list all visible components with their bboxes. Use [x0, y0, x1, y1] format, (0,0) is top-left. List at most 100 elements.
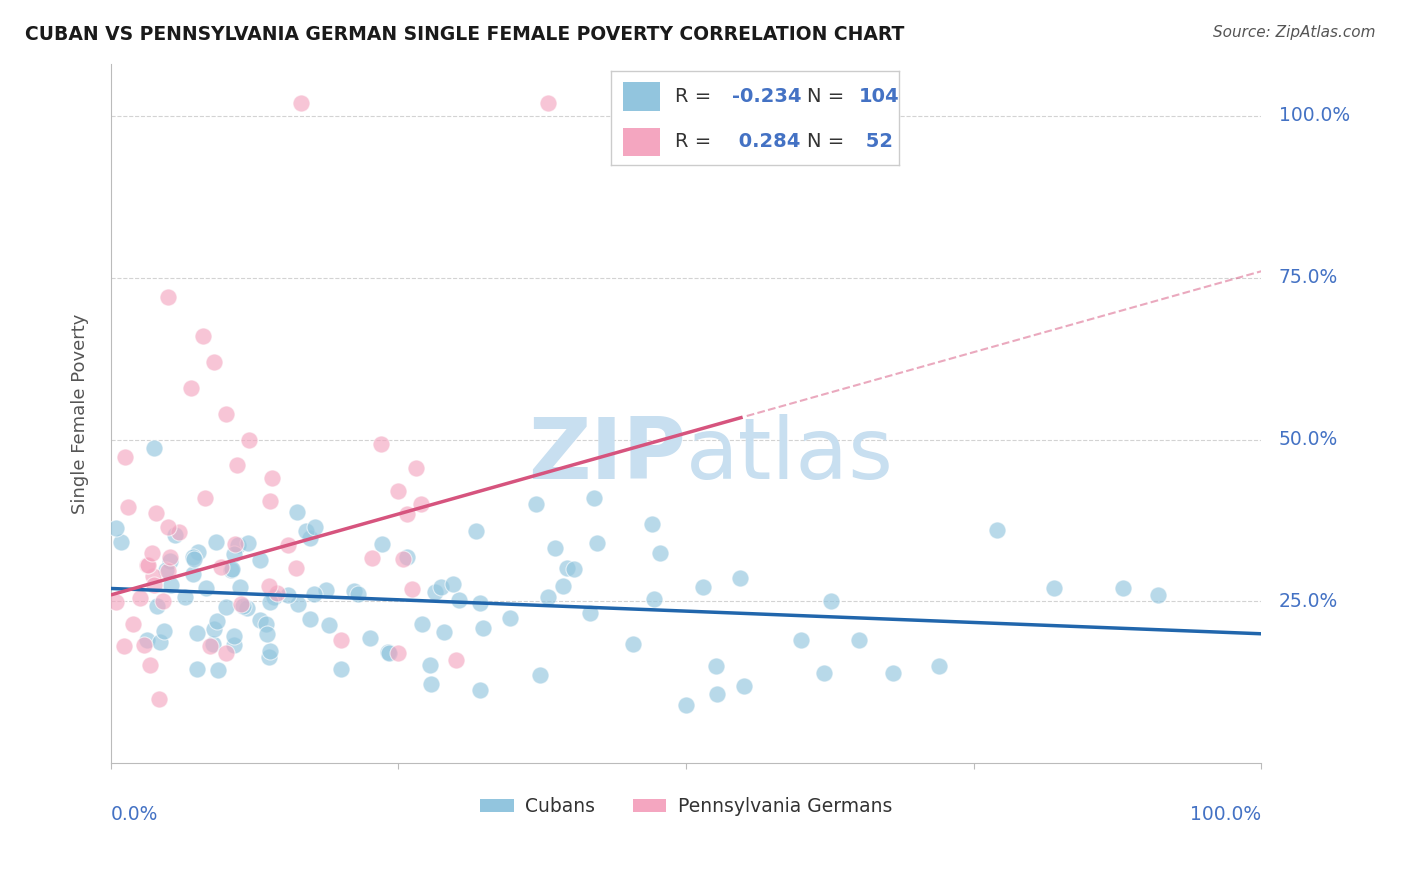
Point [360, 551, 382, 566]
Point [378, 646, 401, 660]
Y-axis label: Single Female Poverty: Single Female Poverty [72, 313, 89, 514]
Point [848, 633, 870, 648]
Point [235, 601, 257, 615]
Point [152, 624, 174, 638]
Point [207, 614, 229, 628]
Point [295, 524, 318, 538]
Point [330, 662, 353, 676]
Point [202, 355, 225, 369]
Point [135, 632, 157, 647]
Point [411, 616, 433, 631]
Point [145, 506, 167, 520]
Text: Source: ZipAtlas.com: Source: ZipAtlas.com [1212, 25, 1375, 40]
Point [156, 564, 179, 578]
Point [499, 611, 522, 625]
Point [148, 691, 170, 706]
Point [692, 580, 714, 594]
Point [392, 552, 415, 566]
Point [132, 639, 155, 653]
Point [143, 578, 166, 592]
Point [302, 587, 325, 601]
Point [423, 584, 446, 599]
Point [201, 636, 224, 650]
Point [157, 520, 180, 534]
Point [231, 597, 253, 611]
Point [370, 437, 392, 451]
Point [110, 535, 132, 549]
Text: ZIP: ZIP [529, 414, 686, 497]
Point [222, 638, 245, 652]
Point [194, 491, 217, 506]
Point [544, 541, 567, 556]
Point [159, 554, 181, 568]
Point [928, 659, 950, 673]
Point [586, 536, 609, 550]
Point [249, 613, 271, 627]
Point [1112, 582, 1135, 596]
Point [1043, 582, 1066, 596]
Point [536, 590, 558, 604]
Point [329, 633, 352, 648]
Point [287, 597, 309, 611]
Point [105, 595, 128, 609]
Point [441, 577, 464, 591]
Point [553, 579, 575, 593]
Point [152, 594, 174, 608]
Point [285, 561, 308, 575]
Point [298, 612, 321, 626]
Point [396, 550, 419, 565]
Point [359, 632, 381, 646]
Point [395, 507, 418, 521]
Point [160, 577, 183, 591]
Point [433, 624, 456, 639]
Text: 50.0%: 50.0% [1278, 430, 1339, 449]
Point [202, 622, 225, 636]
Point [135, 558, 157, 573]
Point [555, 561, 578, 575]
Point [186, 662, 208, 676]
Point [562, 562, 585, 576]
Point [219, 563, 242, 577]
Point [304, 520, 326, 534]
Point [377, 644, 399, 658]
Point [733, 679, 755, 693]
Point [186, 626, 208, 640]
Text: 25.0%: 25.0% [1278, 592, 1339, 611]
Point [215, 407, 238, 421]
Point [813, 665, 835, 680]
Text: 0.0%: 0.0% [111, 805, 157, 824]
Point [640, 516, 662, 531]
Point [167, 524, 190, 539]
Text: 75.0%: 75.0% [1278, 268, 1339, 287]
Point [277, 588, 299, 602]
Point [224, 547, 246, 561]
Point [790, 633, 813, 648]
Point [149, 634, 172, 648]
Point [882, 665, 904, 680]
Point [256, 627, 278, 641]
Point [287, 504, 309, 518]
Point [191, 329, 214, 343]
Point [529, 668, 551, 682]
Point [411, 497, 433, 511]
Point [205, 535, 228, 549]
Point [128, 591, 150, 605]
Text: atlas: atlas [686, 414, 894, 497]
Point [238, 433, 260, 447]
Point [266, 586, 288, 600]
Point [259, 650, 281, 665]
Point [582, 491, 605, 505]
Point [174, 590, 197, 604]
Text: 100.0%: 100.0% [1191, 805, 1261, 824]
Point [298, 531, 321, 545]
Point [159, 549, 181, 564]
Point [526, 497, 548, 511]
Point [471, 621, 494, 635]
Point [419, 657, 441, 672]
Point [675, 698, 697, 712]
Point [290, 95, 312, 110]
Point [429, 580, 451, 594]
Point [444, 653, 467, 667]
Point [643, 592, 665, 607]
Point [142, 441, 165, 455]
